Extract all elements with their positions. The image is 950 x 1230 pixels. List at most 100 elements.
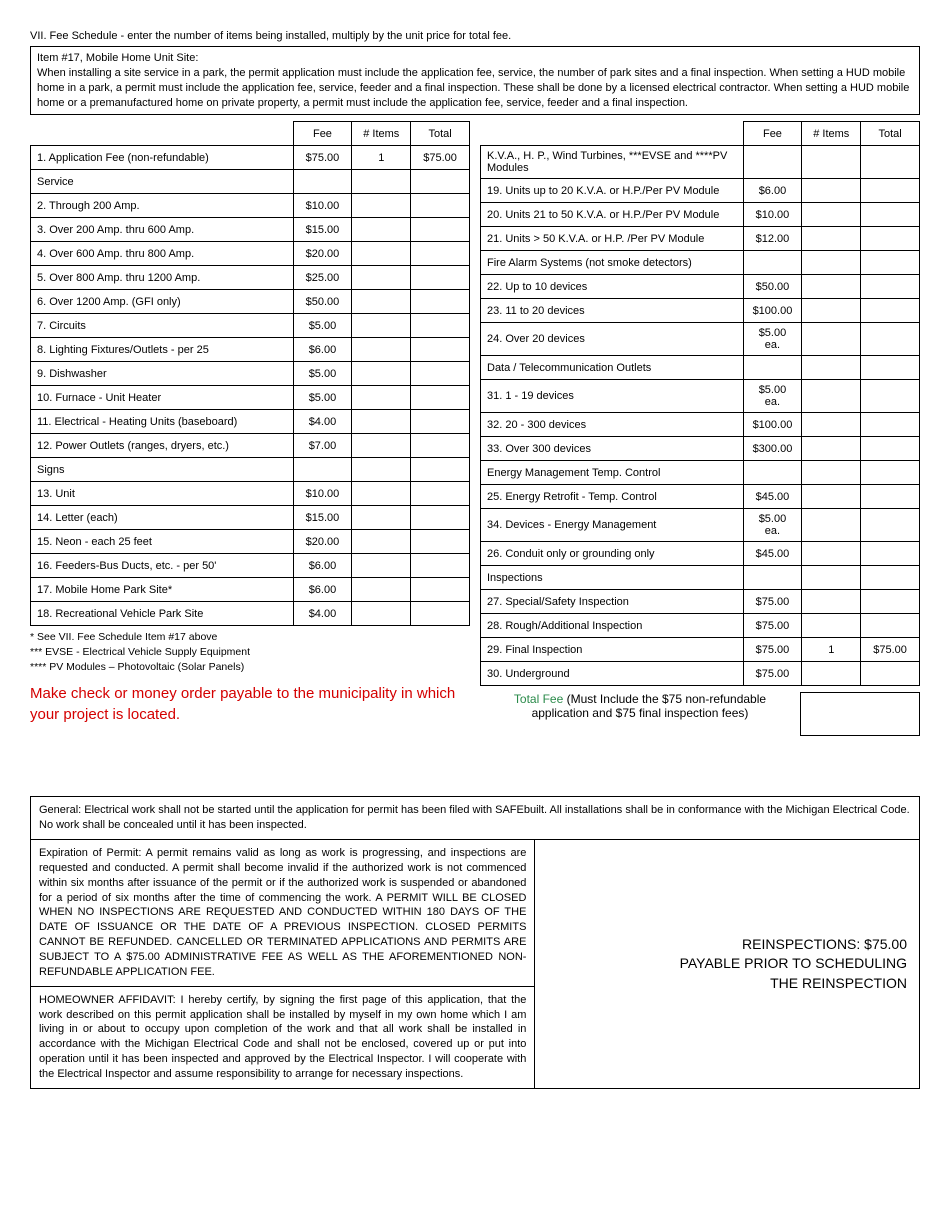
row-items-input[interactable] [802,227,861,251]
row-total-input[interactable] [861,461,920,485]
row-items-input[interactable] [802,146,861,179]
row-items-input[interactable] [352,338,411,362]
row-total-input[interactable] [861,413,920,437]
row-total-input[interactable] [861,542,920,566]
row-total-input[interactable] [411,482,470,506]
row-total-input[interactable] [411,410,470,434]
row-items-input[interactable] [352,362,411,386]
row-items-input[interactable] [352,434,411,458]
row-items-input[interactable] [802,437,861,461]
row-total-input[interactable] [861,662,920,686]
row-total-input[interactable] [861,509,920,542]
row-items-input[interactable] [352,554,411,578]
row-items-input[interactable] [802,662,861,686]
row-items-input[interactable] [802,299,861,323]
row-items-input[interactable] [352,602,411,626]
row-items-input[interactable] [802,275,861,299]
th-items: # Items [352,122,411,146]
row-items-input[interactable] [802,203,861,227]
row-total-input[interactable] [411,218,470,242]
payable-text: Make check or money order payable to the… [30,684,470,725]
row-total-input[interactable] [411,578,470,602]
row-total-input[interactable] [411,602,470,626]
th-total: Total [411,122,470,146]
row-total-input[interactable] [411,530,470,554]
row-total-input[interactable]: $75.00 [861,638,920,662]
row-fee: $75.00 [743,638,802,662]
row-total-input[interactable] [861,566,920,590]
row-total-input[interactable] [861,437,920,461]
row-items-input[interactable] [802,413,861,437]
row-total-input[interactable] [861,251,920,275]
row-items-input[interactable] [352,506,411,530]
row-total-input[interactable] [411,242,470,266]
row-total-input[interactable] [861,227,920,251]
row-items-input[interactable] [802,509,861,542]
row-total-input[interactable] [861,380,920,413]
row-items-input[interactable] [802,461,861,485]
row-items-input[interactable] [352,386,411,410]
row-items-input[interactable] [352,458,411,482]
row-fee [743,356,802,380]
row-items-input[interactable] [352,482,411,506]
row-items-input[interactable] [802,356,861,380]
row-total-input[interactable] [411,170,470,194]
row-fee: $5.00 ea. [743,323,802,356]
row-items-input[interactable]: 1 [352,146,411,170]
table-row: Inspections [481,566,920,590]
row-total-input[interactable] [411,434,470,458]
row-total-input[interactable] [411,386,470,410]
row-items-input[interactable] [352,218,411,242]
row-total-input[interactable] [411,458,470,482]
row-total-input[interactable] [411,506,470,530]
row-items-input[interactable] [352,242,411,266]
row-total-input[interactable]: $75.00 [411,146,470,170]
row-label: 21. Units > 50 K.V.A. or H.P. /Per PV Mo… [481,227,744,251]
row-total-input[interactable] [861,179,920,203]
row-total-input[interactable] [411,314,470,338]
row-items-input[interactable] [352,578,411,602]
table-row: 29. Final Inspection$75.001$75.00 [481,638,920,662]
row-items-input[interactable] [352,170,411,194]
row-total-input[interactable] [861,275,920,299]
row-items-input[interactable] [802,485,861,509]
table-row: 16. Feeders-Bus Ducts, etc. - per 50'$6.… [31,554,470,578]
row-total-input[interactable] [861,146,920,179]
row-items-input[interactable] [352,290,411,314]
row-total-input[interactable] [411,362,470,386]
row-total-input[interactable] [861,614,920,638]
row-items-input[interactable] [352,194,411,218]
row-items-input[interactable] [352,266,411,290]
row-items-input[interactable] [352,530,411,554]
row-total-input[interactable] [861,590,920,614]
row-items-input[interactable] [802,380,861,413]
row-total-input[interactable] [861,323,920,356]
row-items-input[interactable] [352,314,411,338]
row-label: 14. Letter (each) [31,506,294,530]
row-label: 22. Up to 10 devices [481,275,744,299]
table-row: Fire Alarm Systems (not smoke detectors) [481,251,920,275]
row-items-input[interactable] [802,179,861,203]
row-label: 32. 20 - 300 devices [481,413,744,437]
row-items-input[interactable] [802,323,861,356]
row-total-input[interactable] [411,290,470,314]
row-items-input[interactable] [802,590,861,614]
row-items-input[interactable] [802,542,861,566]
row-items-input[interactable] [802,566,861,590]
row-items-input[interactable] [802,251,861,275]
row-fee: $75.00 [743,614,802,638]
row-items-input[interactable] [802,614,861,638]
row-items-input[interactable] [352,410,411,434]
total-fee-input[interactable] [800,692,920,736]
row-total-input[interactable] [861,203,920,227]
row-total-input[interactable] [861,299,920,323]
row-total-input[interactable] [861,485,920,509]
table-row: 30. Underground$75.00 [481,662,920,686]
row-total-input[interactable] [411,338,470,362]
row-items-input[interactable]: 1 [802,638,861,662]
row-total-input[interactable] [411,554,470,578]
table-row: Energy Management Temp. Control [481,461,920,485]
row-total-input[interactable] [411,266,470,290]
row-total-input[interactable] [861,356,920,380]
row-total-input[interactable] [411,194,470,218]
